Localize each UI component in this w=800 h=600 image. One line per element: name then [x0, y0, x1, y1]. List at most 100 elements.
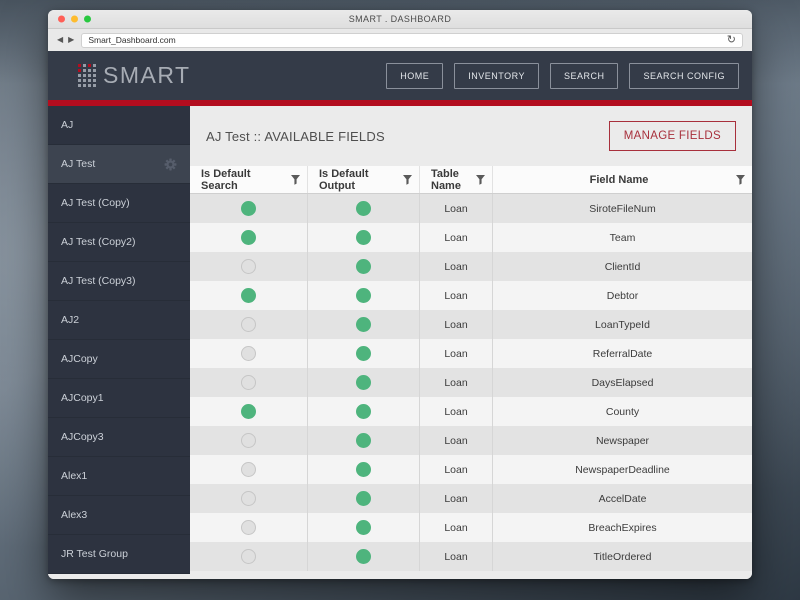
default-search-cell [190, 223, 308, 252]
default-output-toggle[interactable] [356, 346, 371, 361]
field-name-cell: AccelDate [598, 492, 647, 505]
default-search-toggle[interactable] [241, 230, 256, 245]
logo-grid-cell [78, 64, 81, 67]
default-search-toggle[interactable] [241, 491, 256, 506]
default-output-toggle[interactable] [356, 404, 371, 419]
logo-grid-cell [83, 74, 86, 77]
app-header: SMART HOME INVENTORY SEARCH SEARCH CONFIG [48, 51, 752, 100]
default-output-cell [308, 426, 420, 455]
logo-grid-cell [93, 69, 96, 72]
manage-fields-button[interactable]: MANAGE FIELDS [608, 121, 736, 151]
default-output-toggle[interactable] [356, 462, 371, 477]
reload-icon[interactable]: ↻ [726, 33, 736, 46]
default-output-cell [308, 484, 420, 513]
sidebar-item-label: JR Test Group [61, 548, 128, 560]
nav-button-inventory[interactable]: INVENTORY [454, 62, 539, 89]
browser-toolbar: ◀ ▶ Smart_Dashboard.com ↻ [48, 29, 752, 51]
filter-icon[interactable] [291, 174, 300, 185]
sidebar-item[interactable]: AJ Test (Copy3) [48, 262, 190, 301]
logo-grid-cell [88, 79, 91, 82]
nav-button-search-config[interactable]: SEARCH CONFIG [629, 62, 739, 89]
sidebar-item-label: AJ Test (Copy3) [61, 275, 136, 287]
gear-icon[interactable] [164, 158, 177, 171]
filter-icon[interactable] [476, 174, 485, 185]
default-output-toggle[interactable] [356, 230, 371, 245]
sidebar-item[interactable]: JR Test Group [48, 535, 190, 574]
field-name-cell: County [605, 405, 640, 418]
default-output-cell [308, 252, 420, 281]
default-output-cell [308, 310, 420, 339]
field-name-cell: TitleOrdered [593, 550, 652, 563]
default-output-toggle[interactable] [356, 317, 371, 332]
default-output-toggle[interactable] [356, 375, 371, 390]
table-row: Loan ClientId [190, 252, 752, 281]
default-output-toggle[interactable] [356, 259, 371, 274]
default-search-cell [190, 252, 308, 281]
field-name-cell: ClientId [604, 260, 641, 273]
filter-icon[interactable] [403, 174, 412, 185]
nav-button-home[interactable]: HOME [386, 62, 444, 89]
minimize-button[interactable] [71, 15, 78, 23]
default-search-toggle[interactable] [241, 201, 256, 216]
table-name-cell: Loan [420, 542, 493, 571]
sidebar-item[interactable]: AJCopy [48, 340, 190, 379]
address-bar[interactable]: Smart_Dashboard.com ↻ [81, 32, 743, 48]
logo-grid-cell [83, 64, 86, 67]
sidebar-item-label: AJ Test [61, 158, 96, 170]
default-output-toggle[interactable] [356, 491, 371, 506]
back-icon[interactable]: ◀ [57, 35, 64, 44]
sidebar-item[interactable]: AJ Test [48, 145, 190, 184]
default-output-toggle[interactable] [356, 433, 371, 448]
filter-icon[interactable] [736, 174, 745, 185]
sidebar-item[interactable]: AJCopy3 [48, 418, 190, 457]
sidebar-item[interactable]: AJ Test (Copy2) [48, 223, 190, 262]
sidebar-item[interactable]: AJ [48, 106, 190, 145]
default-search-cell [190, 455, 308, 484]
default-output-cell [308, 223, 420, 252]
sidebar-item-label: AJCopy3 [61, 431, 104, 443]
logo-grid-cell [78, 79, 81, 82]
sidebar-item[interactable]: AJ Test (Copy) [48, 184, 190, 223]
default-search-toggle[interactable] [241, 520, 256, 535]
default-output-toggle[interactable] [356, 549, 371, 564]
default-search-toggle[interactable] [241, 462, 256, 477]
column-header-label: Is Default Search [201, 167, 251, 192]
default-output-toggle[interactable] [356, 288, 371, 303]
table-name-cell: Loan [420, 310, 493, 339]
table-name-cell: Loan [420, 513, 493, 542]
field-name-cell: NewspaperDeadline [575, 463, 670, 476]
sidebar-item-label: AJ Test (Copy) [61, 197, 130, 209]
sidebar-item[interactable]: AJCopy1 [48, 379, 190, 418]
default-output-toggle[interactable] [356, 201, 371, 216]
table-name-cell: Loan [420, 194, 493, 223]
default-search-cell [190, 542, 308, 571]
column-header: Is Default Search [190, 166, 308, 193]
default-search-toggle[interactable] [241, 346, 256, 361]
default-search-cell [190, 194, 308, 223]
default-search-toggle[interactable] [241, 433, 256, 448]
table-row: Loan Debtor [190, 281, 752, 310]
default-search-toggle[interactable] [241, 259, 256, 274]
sidebar-item[interactable]: Alex3 [48, 496, 190, 535]
forward-icon[interactable]: ▶ [68, 35, 75, 44]
default-search-toggle[interactable] [241, 288, 256, 303]
sidebar-item[interactable]: AJ2 [48, 301, 190, 340]
default-search-toggle[interactable] [241, 549, 256, 564]
logo-grid-icon [78, 64, 96, 87]
table-name-cell: Loan [420, 252, 493, 281]
default-output-cell [308, 513, 420, 542]
default-search-toggle[interactable] [241, 375, 256, 390]
zoom-button[interactable] [84, 15, 91, 23]
field-name-cell: SiroteFileNum [589, 202, 656, 215]
default-search-cell [190, 513, 308, 542]
close-button[interactable] [58, 15, 65, 23]
table-name-cell: Loan [420, 484, 493, 513]
table-name-cell: Loan [420, 223, 493, 252]
sidebar-item[interactable]: Alex1 [48, 457, 190, 496]
nav-button-search[interactable]: SEARCH [549, 62, 619, 89]
default-search-toggle[interactable] [241, 404, 256, 419]
titlebar[interactable]: SMART . DASHBOARD [48, 10, 752, 29]
default-output-toggle[interactable] [356, 520, 371, 535]
smart-logo[interactable]: SMART [78, 62, 191, 89]
default-search-toggle[interactable] [241, 317, 256, 332]
